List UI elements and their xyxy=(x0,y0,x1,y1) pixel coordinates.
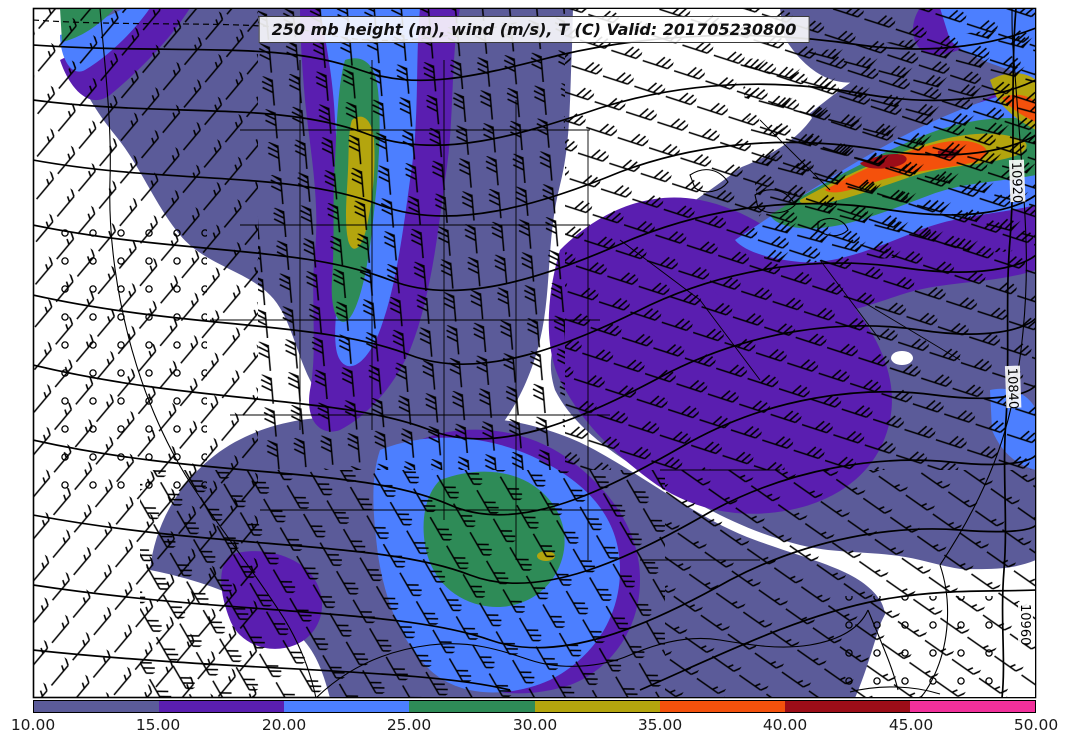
colorbar-tick: 20.00 xyxy=(261,716,307,734)
wind-barbs-overlay xyxy=(34,9,1035,697)
colorbar-tick: 45.00 xyxy=(888,716,934,734)
state-borders xyxy=(210,60,961,561)
height-contour-labels: 10920 10840 10960 xyxy=(1004,159,1033,645)
colorbar-segment xyxy=(534,701,660,712)
colorbar-segment xyxy=(909,701,1035,712)
colorbar-segment xyxy=(159,701,285,712)
colorbar-tick: 40.00 xyxy=(762,716,808,734)
colorbar-segment xyxy=(409,701,535,712)
coastlines xyxy=(99,9,1027,697)
contour-label-10960: 10960 xyxy=(1017,604,1032,645)
colorbar-segment xyxy=(284,701,410,712)
colorbar-tick: 30.00 xyxy=(512,716,558,734)
contour-label-10920: 10920 xyxy=(1008,162,1024,204)
plot-title: 250 mb height (m), wind (m/s), T (C) Val… xyxy=(258,16,810,43)
colorbar-tick: 35.00 xyxy=(637,716,683,734)
colorbar-tick: 50.00 xyxy=(1013,716,1059,734)
colorbar-segment xyxy=(34,701,160,712)
colorbar-tick: 25.00 xyxy=(386,716,432,734)
colorbar-tick: 15.00 xyxy=(135,716,181,734)
colorbar-segment xyxy=(659,701,785,712)
contour-label-10840: 10840 xyxy=(1004,368,1020,410)
colorbar xyxy=(33,700,1036,713)
colorbar-segment xyxy=(784,701,910,712)
colorbar-tick: 10.00 xyxy=(10,716,56,734)
